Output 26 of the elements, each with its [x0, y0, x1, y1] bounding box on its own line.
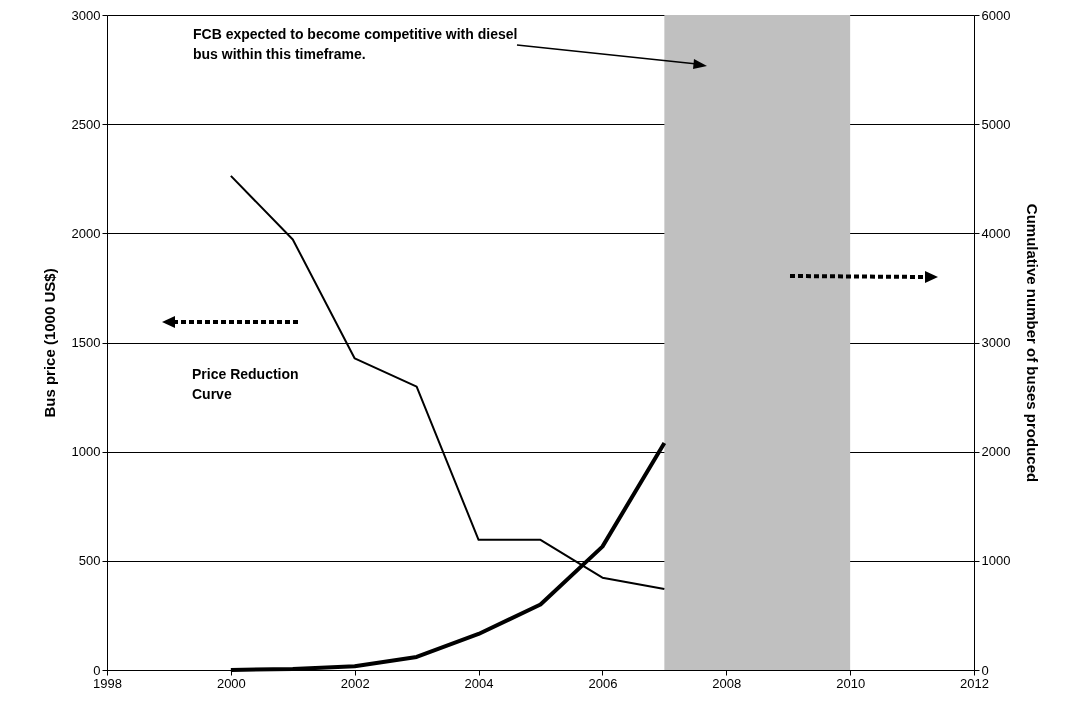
x-tick-label: 2002 — [340, 675, 370, 691]
y-axis-title: Bus price (1000 US$) — [40, 268, 58, 418]
y2-tick-label: 3000 — [981, 335, 1011, 350]
y2-tick-label: 4000 — [981, 225, 1011, 241]
y2-axis-title: Cumulative number of buses produced — [1024, 203, 1042, 483]
x-tick-label: 2000 — [216, 675, 246, 691]
y2-tick-label: 2000 — [981, 444, 1011, 460]
x-tick-label: 2012 — [960, 675, 989, 691]
y2-tick-label: 6000 — [981, 7, 1011, 23]
x-tick-label: 2004 — [464, 675, 494, 691]
y-tick-label: 2000 — [71, 225, 101, 241]
annotation: FCB expected to become competitive with diesel bus within this timeframe. — [193, 25, 519, 64]
y2-tick-label: 1000 — [981, 553, 1011, 569]
y2-tick-label: 0 — [981, 662, 989, 678]
y-tick-label: 1500 — [71, 335, 101, 350]
y-tick-label: 500 — [78, 553, 101, 569]
y-tick-label: 1000 — [71, 444, 101, 460]
y-tick-label: 0 — [93, 662, 101, 678]
y-tick-label: 2500 — [71, 116, 101, 132]
y2-tick-label: 5000 — [981, 116, 1011, 132]
x-tick-label: 1998 — [93, 675, 122, 691]
x-tick-label: 2008 — [712, 675, 742, 691]
x-tick-label: 2006 — [588, 675, 618, 691]
annotation: Price Reduction Curve — [192, 365, 300, 404]
x-tick-label: 2010 — [836, 675, 866, 691]
y-tick-label: 3000 — [71, 7, 101, 23]
